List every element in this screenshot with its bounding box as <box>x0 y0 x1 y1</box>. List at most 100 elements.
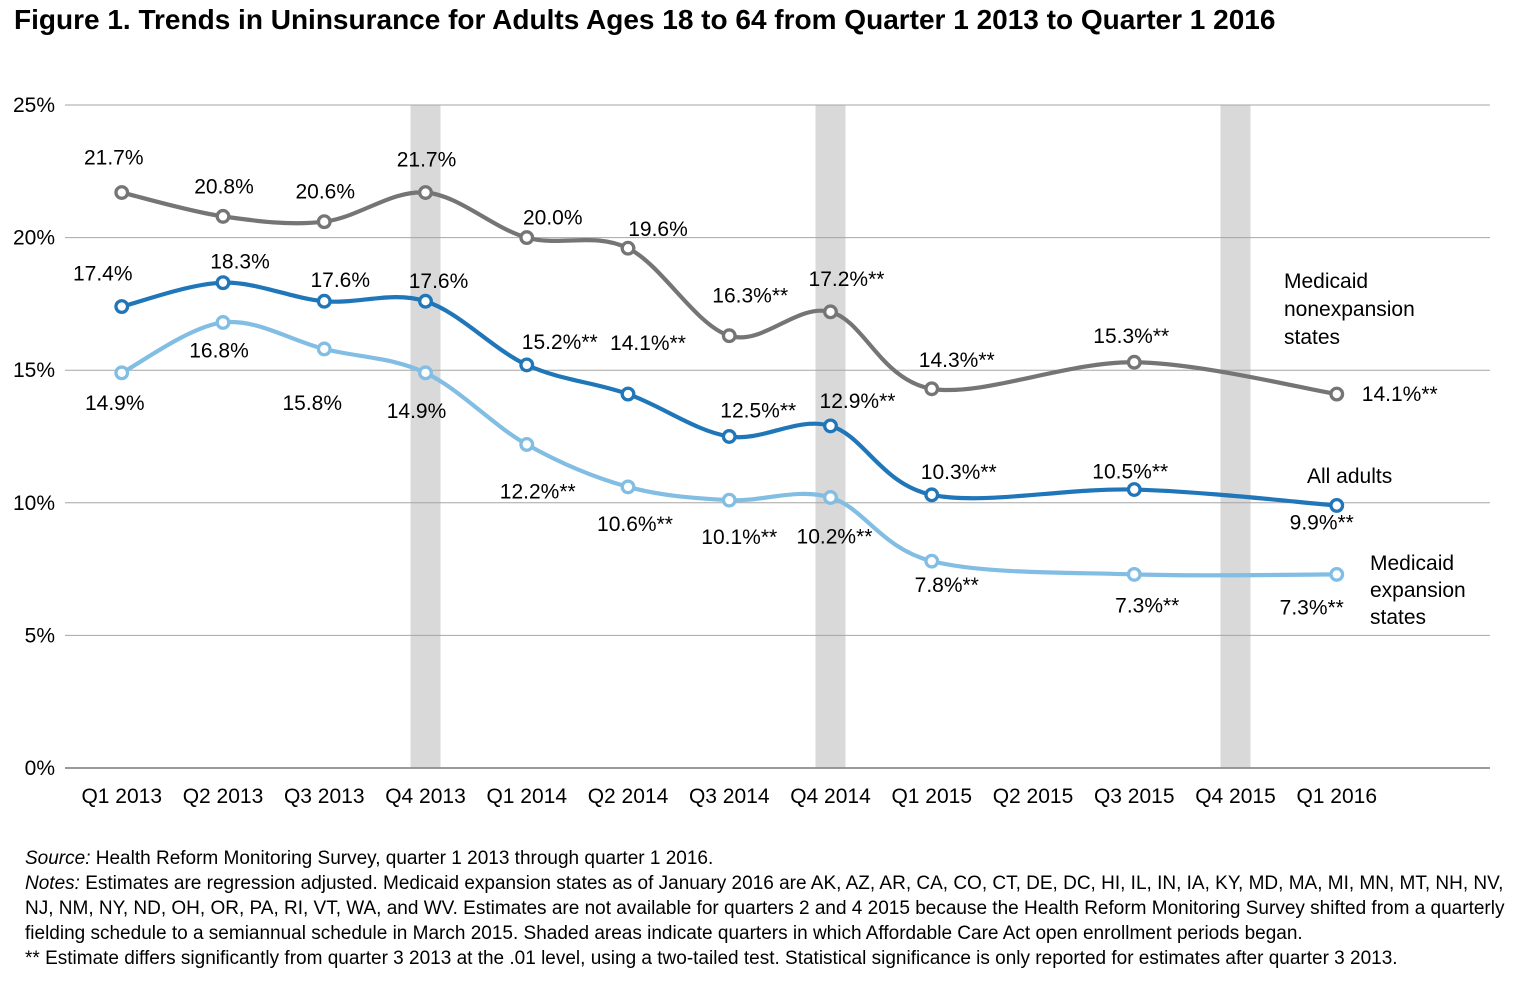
data-point-all-adults <box>114 299 130 315</box>
data-label-medicaid-nonexpansion-states: 20.0% <box>523 207 583 230</box>
data-label-medicaid-expansion-states: 10.2%** <box>797 525 873 548</box>
data-label-medicaid-expansion-states: 15.8% <box>282 392 342 415</box>
data-point-all-adults <box>418 293 433 309</box>
data-label-medicaid-nonexpansion-states: 19.6% <box>628 218 688 241</box>
data-label-medicaid-expansion-states: 10.6%** <box>597 513 673 536</box>
data-label-all-adults: 18.3% <box>210 251 270 274</box>
x-tick-label: Q4 2015 <box>1195 785 1276 808</box>
data-point-medicaid-expansion-states <box>418 365 433 381</box>
data-label-medicaid-nonexpansion-states: 20.6% <box>295 181 355 204</box>
data-label-medicaid-nonexpansion-states: 14.3%** <box>919 349 995 372</box>
x-tick-label: Q3 2014 <box>689 785 770 808</box>
data-point-medicaid-nonexpansion-states <box>823 304 838 320</box>
figure-title: Figure 1. Trends in Uninsurance for Adul… <box>14 4 1276 35</box>
data-point-medicaid-expansion-states <box>316 341 332 357</box>
enrollment-band-q4-2013 <box>410 105 441 768</box>
x-tick-label: Q2 2013 <box>183 785 264 808</box>
data-label-medicaid-expansion-states: 12.2%** <box>500 480 576 503</box>
enrollment-band-q4-2015 <box>1220 105 1251 768</box>
data-label-medicaid-nonexpansion-states: 14.1%** <box>1362 383 1438 406</box>
data-point-all-adults <box>924 487 940 503</box>
source-line: Source: Health Reform Monitoring Survey,… <box>25 846 1521 871</box>
significance-footnote: ** Estimate differs significantly from q… <box>25 948 1398 969</box>
x-tick-label: Q1 2014 <box>486 785 567 808</box>
series-line-medicaid-expansion-states <box>119 319 1339 578</box>
x-tick-label: Q1 2016 <box>1296 785 1377 808</box>
data-point-medicaid-nonexpansion-states <box>721 328 737 344</box>
series-line-medicaid-nonexpansion-states <box>119 190 1339 397</box>
data-label-all-adults: 10.3%** <box>921 461 997 484</box>
data-label-medicaid-expansion-states: 16.8% <box>189 339 249 362</box>
x-tick-label: Q4 2014 <box>790 785 871 808</box>
data-label-all-adults: 9.9%** <box>1290 511 1354 534</box>
legend-medicaid-expansion-states: Medicaid expansion states <box>1370 552 1466 629</box>
y-tick-label: 5% <box>25 624 55 647</box>
data-label-medicaid-expansion-states: 7.8%** <box>915 574 979 597</box>
data-point-medicaid-nonexpansion-states <box>1126 354 1142 370</box>
notes-label: Notes: <box>25 873 80 894</box>
data-point-medicaid-nonexpansion-states <box>114 185 130 200</box>
data-label-medicaid-nonexpansion-states: 15.3%** <box>1093 325 1169 348</box>
data-point-all-adults <box>620 386 636 402</box>
data-point-all-adults <box>519 357 535 373</box>
data-label-medicaid-nonexpansion-states: 20.8% <box>194 175 254 198</box>
data-point-medicaid-expansion-states <box>620 479 636 495</box>
source-text: Health Reform Monitoring Survey, quarter… <box>95 848 714 869</box>
x-tick-label: Q2 2015 <box>993 785 1074 808</box>
notes-text: Estimates are regression adjusted. Medic… <box>25 873 1505 944</box>
data-point-medicaid-nonexpansion-states <box>418 185 433 200</box>
data-label-medicaid-nonexpansion-states: 17.2%** <box>809 268 885 291</box>
source-label: Source: <box>25 848 91 869</box>
data-label-all-adults: 17.6% <box>409 270 469 293</box>
x-tick-label: Q1 2013 <box>81 785 162 808</box>
uninsurance-trend-chart: 0% 5% 10% 15% 20% 25% Q1 2013 Q2 2013 Q3 2013 Q4 … <box>13 94 1490 808</box>
data-label-all-adults: 14.1%** <box>610 332 686 355</box>
x-tick-label: Q1 2015 <box>891 785 972 808</box>
data-label-medicaid-expansion-states: 7.3%** <box>1115 594 1179 617</box>
data-label-all-adults: 15.2%** <box>522 331 598 354</box>
data-label-medicaid-nonexpansion-states: 16.3%** <box>712 285 788 308</box>
y-tick-label: 10% <box>13 492 55 515</box>
data-point-medicaid-expansion-states <box>924 553 940 569</box>
data-point-medicaid-expansion-states <box>114 365 130 381</box>
data-label-medicaid-expansion-states: 14.9% <box>387 400 447 423</box>
series-line-all-adults <box>119 280 1339 508</box>
data-label-medicaid-expansion-states: 14.9% <box>85 392 145 415</box>
data-label-medicaid-expansion-states: 10.1%** <box>701 526 777 549</box>
data-label-medicaid-expansion-states: 7.3%** <box>1280 596 1344 619</box>
data-point-medicaid-expansion-states <box>1126 566 1142 582</box>
x-tick-label: Q2 2014 <box>588 785 669 808</box>
data-point-medicaid-nonexpansion-states <box>924 381 940 397</box>
data-label-all-adults: 17.6% <box>310 269 370 292</box>
data-point-medicaid-nonexpansion-states <box>519 230 535 246</box>
data-point-all-adults <box>823 418 838 434</box>
data-point-all-adults <box>1126 482 1142 497</box>
data-point-medicaid-expansion-states <box>1329 566 1345 582</box>
data-point-medicaid-expansion-states <box>215 315 231 330</box>
y-tick-label: 0% <box>25 757 55 780</box>
data-point-medicaid-expansion-states <box>823 490 838 505</box>
data-point-all-adults <box>316 293 332 309</box>
enrollment-band-q4-2014 <box>815 105 846 768</box>
data-point-all-adults <box>215 275 231 291</box>
data-label-all-adults: 17.4% <box>73 263 133 286</box>
figure-notes: Source: Health Reform Monitoring Survey,… <box>25 846 1521 971</box>
notes-line: Notes: Estimates are regression adjusted… <box>25 871 1521 946</box>
data-label-all-adults: 12.9%** <box>820 390 896 413</box>
data-point-medicaid-nonexpansion-states <box>620 240 636 256</box>
x-tick-label: Q3 2013 <box>284 785 365 808</box>
x-tick-label: Q4 2013 <box>385 785 466 808</box>
data-label-all-adults: 12.5%** <box>720 400 796 423</box>
data-label-medicaid-nonexpansion-states: 21.7% <box>84 147 144 170</box>
data-point-all-adults <box>721 429 737 444</box>
data-label-all-adults: 10.5%** <box>1092 461 1168 484</box>
data-point-medicaid-nonexpansion-states <box>215 208 231 224</box>
data-point-medicaid-expansion-states <box>519 437 535 452</box>
y-tick-label: 15% <box>13 359 55 382</box>
data-point-medicaid-expansion-states <box>721 492 737 508</box>
data-label-medicaid-nonexpansion-states: 21.7% <box>397 149 457 172</box>
data-point-all-adults <box>1329 498 1345 513</box>
x-tick-label: Q3 2015 <box>1094 785 1175 808</box>
legend-medicaid-nonexpansion-states: Medicaid nonexpansion states <box>1284 270 1415 349</box>
